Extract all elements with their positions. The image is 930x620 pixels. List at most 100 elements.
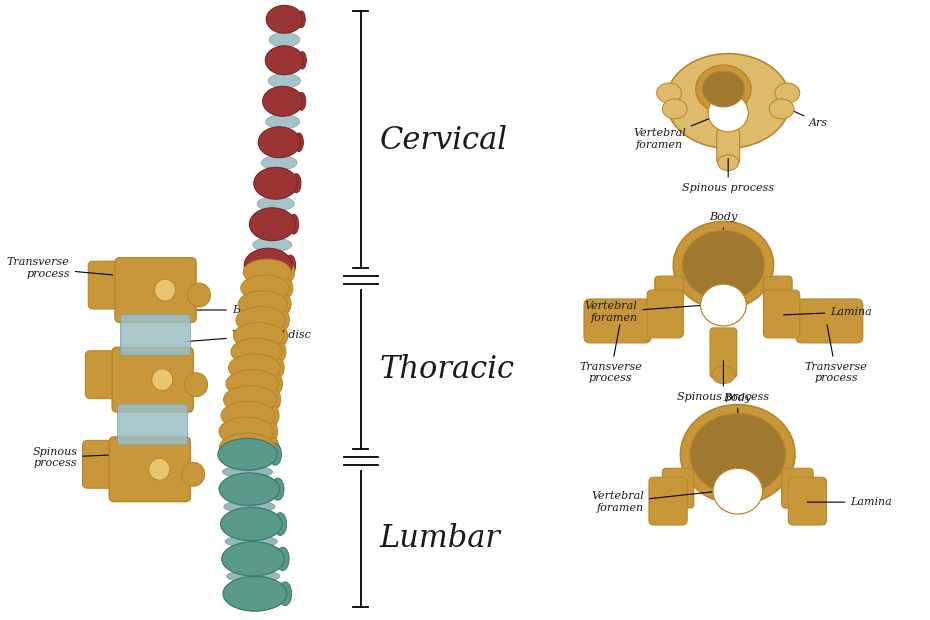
Ellipse shape bbox=[262, 86, 303, 116]
Circle shape bbox=[188, 283, 210, 307]
FancyBboxPatch shape bbox=[764, 290, 800, 338]
FancyBboxPatch shape bbox=[717, 130, 739, 164]
Ellipse shape bbox=[259, 127, 300, 157]
Ellipse shape bbox=[261, 156, 297, 170]
Ellipse shape bbox=[220, 507, 282, 541]
FancyBboxPatch shape bbox=[115, 258, 196, 322]
Ellipse shape bbox=[275, 342, 286, 361]
Ellipse shape bbox=[238, 291, 287, 317]
FancyBboxPatch shape bbox=[121, 314, 191, 355]
Ellipse shape bbox=[681, 405, 795, 504]
Ellipse shape bbox=[229, 354, 280, 381]
FancyBboxPatch shape bbox=[789, 477, 827, 525]
Ellipse shape bbox=[226, 570, 280, 582]
Ellipse shape bbox=[237, 341, 280, 347]
FancyBboxPatch shape bbox=[83, 440, 119, 488]
Text: Spinous process: Spinous process bbox=[682, 159, 775, 193]
Ellipse shape bbox=[657, 83, 682, 103]
Ellipse shape bbox=[234, 357, 278, 363]
Ellipse shape bbox=[295, 133, 303, 151]
Ellipse shape bbox=[269, 443, 282, 465]
FancyBboxPatch shape bbox=[662, 468, 694, 508]
Ellipse shape bbox=[246, 277, 287, 283]
Ellipse shape bbox=[285, 264, 295, 281]
Ellipse shape bbox=[273, 358, 285, 377]
Text: Vertebral
foramen: Vertebral foramen bbox=[585, 301, 703, 323]
Ellipse shape bbox=[231, 338, 282, 365]
Ellipse shape bbox=[718, 155, 738, 170]
Text: Transverse
process: Transverse process bbox=[7, 257, 113, 279]
Circle shape bbox=[152, 369, 173, 391]
FancyBboxPatch shape bbox=[647, 290, 684, 338]
FancyBboxPatch shape bbox=[584, 299, 651, 343]
Ellipse shape bbox=[221, 401, 275, 430]
Text: Lumbar: Lumbar bbox=[379, 523, 501, 554]
Ellipse shape bbox=[279, 311, 289, 329]
Text: Vertebral
foramen: Vertebral foramen bbox=[591, 491, 716, 513]
Ellipse shape bbox=[712, 366, 735, 384]
FancyBboxPatch shape bbox=[781, 468, 813, 508]
FancyBboxPatch shape bbox=[109, 437, 191, 502]
Text: Lamina: Lamina bbox=[807, 497, 892, 507]
Ellipse shape bbox=[240, 325, 282, 330]
Ellipse shape bbox=[292, 174, 301, 193]
FancyBboxPatch shape bbox=[655, 276, 684, 314]
Ellipse shape bbox=[700, 284, 746, 326]
Ellipse shape bbox=[230, 389, 274, 394]
Ellipse shape bbox=[223, 577, 287, 611]
Ellipse shape bbox=[219, 473, 280, 505]
Ellipse shape bbox=[662, 99, 687, 119]
Text: Transverse
process: Transverse process bbox=[579, 325, 643, 383]
Text: Thoracic: Thoracic bbox=[379, 354, 515, 385]
Ellipse shape bbox=[278, 582, 292, 606]
FancyBboxPatch shape bbox=[764, 276, 792, 314]
Circle shape bbox=[149, 458, 170, 480]
Ellipse shape bbox=[266, 115, 299, 129]
Ellipse shape bbox=[245, 293, 286, 299]
Ellipse shape bbox=[233, 322, 284, 349]
Ellipse shape bbox=[266, 6, 302, 33]
Ellipse shape bbox=[276, 547, 289, 570]
Text: Vertebral disc: Vertebral disc bbox=[185, 330, 311, 342]
Ellipse shape bbox=[273, 513, 286, 536]
Ellipse shape bbox=[683, 231, 764, 300]
Ellipse shape bbox=[257, 197, 295, 211]
FancyBboxPatch shape bbox=[88, 261, 125, 309]
Ellipse shape bbox=[775, 83, 800, 103]
Ellipse shape bbox=[673, 221, 774, 309]
Ellipse shape bbox=[286, 255, 296, 275]
Ellipse shape bbox=[219, 417, 273, 446]
Ellipse shape bbox=[277, 327, 287, 345]
FancyBboxPatch shape bbox=[710, 328, 737, 378]
Text: Body: Body bbox=[710, 213, 737, 249]
Ellipse shape bbox=[265, 46, 303, 75]
Circle shape bbox=[185, 373, 207, 397]
Ellipse shape bbox=[713, 468, 763, 514]
Text: Vertebral
foramen: Vertebral foramen bbox=[633, 114, 721, 149]
FancyBboxPatch shape bbox=[113, 347, 193, 412]
FancyBboxPatch shape bbox=[117, 404, 188, 445]
Ellipse shape bbox=[249, 208, 295, 241]
Ellipse shape bbox=[225, 421, 271, 427]
Ellipse shape bbox=[224, 500, 275, 513]
Text: Cervical: Cervical bbox=[379, 125, 508, 156]
Ellipse shape bbox=[232, 373, 276, 378]
Ellipse shape bbox=[218, 438, 277, 471]
Ellipse shape bbox=[228, 405, 272, 410]
Ellipse shape bbox=[268, 406, 279, 425]
Ellipse shape bbox=[266, 422, 278, 441]
Text: Lamina: Lamina bbox=[783, 307, 872, 317]
FancyBboxPatch shape bbox=[86, 351, 122, 399]
Ellipse shape bbox=[268, 74, 300, 88]
Ellipse shape bbox=[254, 167, 298, 199]
Ellipse shape bbox=[242, 309, 284, 315]
Ellipse shape bbox=[708, 94, 749, 132]
Circle shape bbox=[154, 279, 176, 301]
Ellipse shape bbox=[253, 237, 292, 252]
Ellipse shape bbox=[666, 54, 790, 148]
Ellipse shape bbox=[222, 466, 272, 478]
Ellipse shape bbox=[223, 386, 277, 414]
Ellipse shape bbox=[690, 414, 786, 495]
Ellipse shape bbox=[272, 374, 283, 393]
Ellipse shape bbox=[298, 11, 305, 28]
